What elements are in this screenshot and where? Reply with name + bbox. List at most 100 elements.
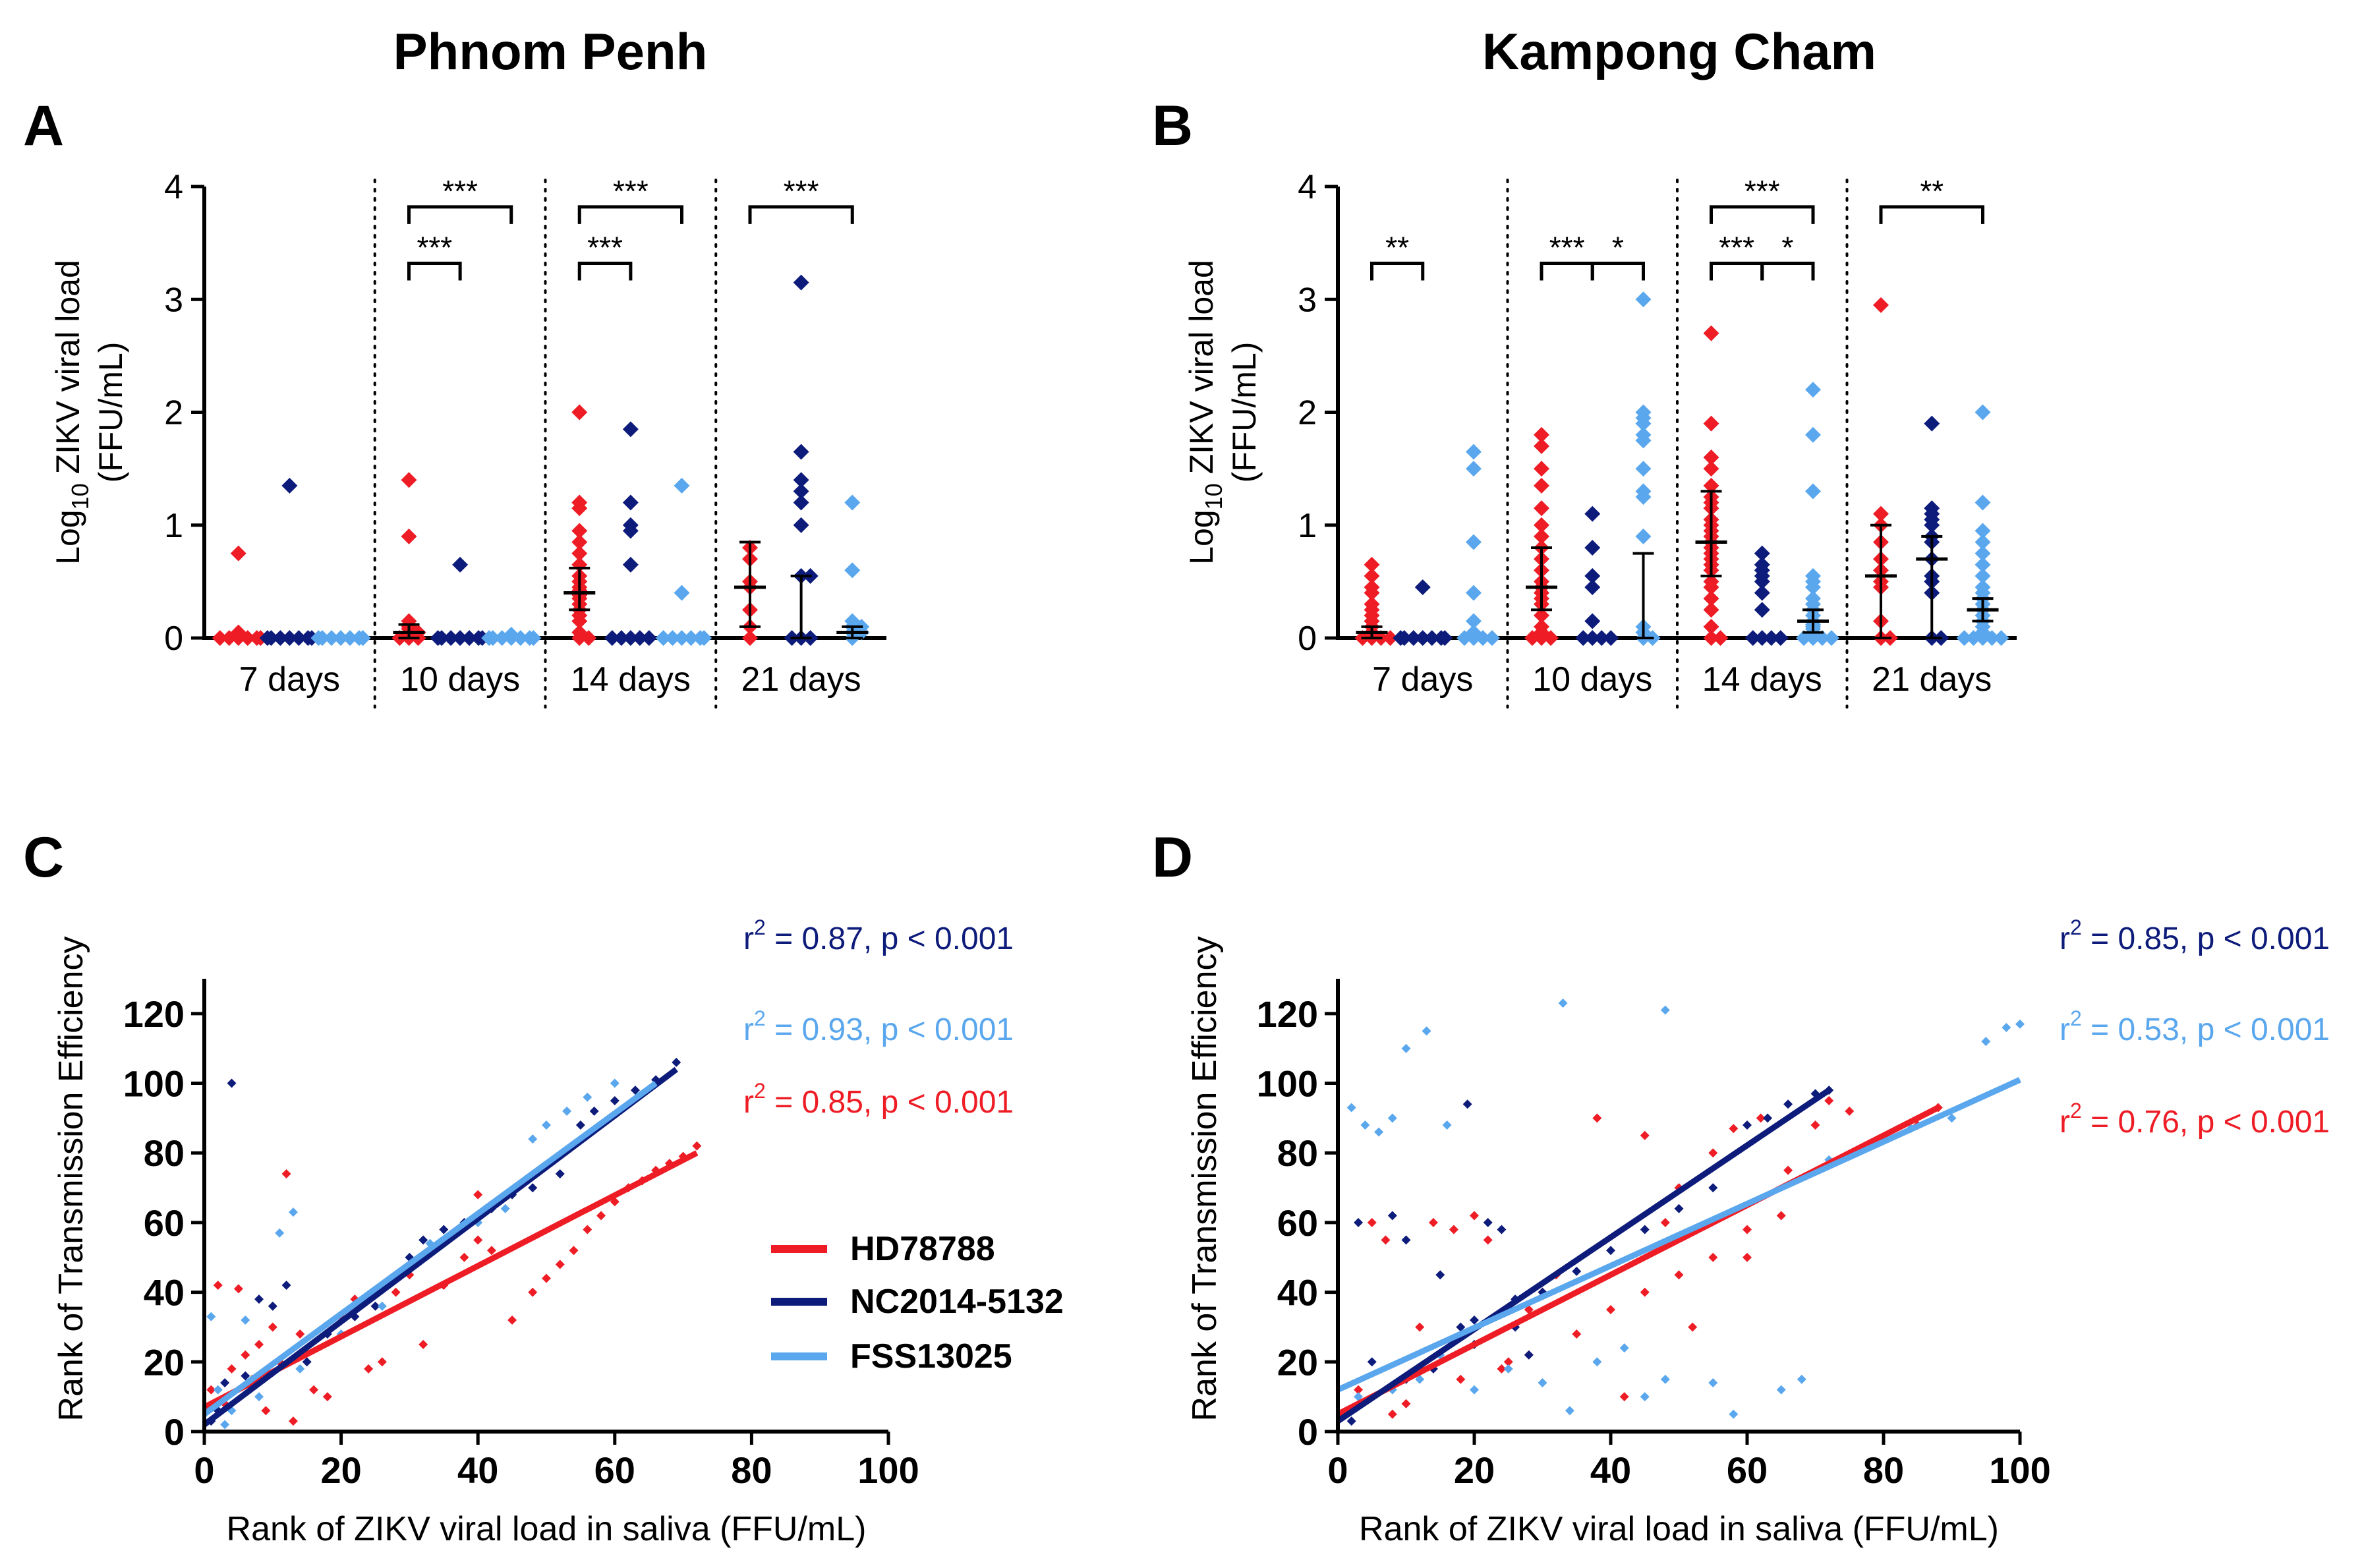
panel-b-point-nc2014-5132	[1584, 613, 1601, 629]
panel-letter-b: B	[1152, 94, 1193, 158]
panel-c-point-hd78788	[227, 1364, 237, 1374]
column-title-kampong-cham: Kampong Cham	[1482, 22, 1876, 80]
panel-a-point-fss13025	[683, 630, 699, 646]
panel-c-r2-rest: = 0.85, p < 0.001	[766, 1085, 1014, 1120]
panel-d-r2-sup: 2	[2070, 915, 2082, 939]
panel-b-significance-bracket	[1710, 205, 1815, 224]
panel-d-point-hd78788	[1415, 1322, 1425, 1332]
panel-a-point-fss13025	[664, 630, 681, 646]
panel-b-point-nc2014-5132	[1414, 579, 1431, 595]
panel-c-point-hd78788	[261, 1406, 271, 1416]
panel-b-y-tick-label: 4	[1298, 168, 1317, 206]
panel-d-point-hd78788	[1503, 1357, 1513, 1367]
panel-a-significance-label: ***	[417, 230, 452, 264]
panel-d-point-hd78788	[1756, 1113, 1766, 1123]
panel-a-point-fss13025	[674, 585, 690, 601]
panel-d-x-tick-label: 20	[1454, 1449, 1495, 1491]
panel-d-point-hd78788	[1449, 1225, 1458, 1234]
panel-a-significance-bracket	[748, 205, 854, 224]
panel-a-group-label: 14 days	[571, 660, 691, 699]
panel-a-point-nc2014-5132	[793, 444, 809, 460]
panel-d-r2-annotation: r2 = 0.85, p < 0.001	[2060, 915, 2330, 956]
panel-c-point-fss13025	[583, 1092, 592, 1102]
panel-c-point-hd78788	[507, 1315, 517, 1325]
panel-a-point-hd78788	[571, 534, 588, 550]
panel-d-x-tick-label: 80	[1863, 1449, 1904, 1491]
panel-a-point-hd78788	[230, 630, 246, 646]
panel-b-group-label: 21 days	[1872, 660, 1992, 699]
panel-c-r2-rest: = 0.87, p < 0.001	[766, 921, 1014, 956]
panel-b-point-fss13025	[1635, 432, 1652, 449]
panel-b-point-fss13025	[1635, 461, 1652, 477]
panel-b-point-hd78788	[1703, 602, 1719, 618]
panel-d-point-hd78788	[1708, 1252, 1718, 1262]
panel-d-point-hd78788	[1743, 1225, 1752, 1234]
panel-d-point-hd78788	[1572, 1329, 1582, 1339]
panel-d-point-hd78788	[1401, 1399, 1411, 1408]
panel-c-point-nc2014-5132	[241, 1371, 250, 1381]
panel-a-dotplot: 0 1 2 3 4 Log10 ZIKV viral load (FFU/mL) 7 days…	[49, 168, 886, 709]
panel-b-point-fss13025	[1824, 630, 1839, 646]
panel-a-point-nc2014-5132	[281, 630, 298, 646]
panel-c-r2-annotation: r2 = 0.85, p < 0.001	[743, 1079, 1014, 1120]
panel-c-x-tick-label: 80	[731, 1449, 772, 1491]
panel-b-point-hd78788	[1703, 591, 1719, 607]
panel-a-point-nc2014-5132	[452, 630, 469, 646]
panel-b-point-hd78788	[1364, 556, 1380, 573]
panel-c-point-hd78788	[281, 1169, 291, 1178]
panel-a-y-tick-label: 3	[164, 281, 183, 319]
panel-d-point-hd78788	[1428, 1217, 1438, 1227]
panel-b-point-fss13025	[1484, 630, 1500, 646]
panel-c-x-tick-label: 0	[194, 1449, 214, 1491]
panel-a-significance-bracket	[577, 205, 683, 224]
panel-b-y-tick-label: 1	[1298, 507, 1317, 545]
panel-b-point-fss13025	[1796, 630, 1812, 646]
panel-a-point-fss13025	[655, 630, 672, 646]
panel-b-point-fss13025	[1466, 585, 1482, 601]
panel-a-y-tick-label: 4	[164, 168, 183, 206]
panel-b-point-fss13025	[1635, 528, 1652, 544]
panel-c-correlation: 0 20 40 60 80 100 120 0 20 40 60 80 100 Rank of ZIKV …	[52, 915, 1014, 1548]
panel-d-r2-sup: 2	[2070, 1099, 2082, 1122]
panel-c-point-fss13025	[275, 1228, 285, 1238]
panel-d-fit-line-nc2014-5132	[1336, 1088, 1831, 1424]
panel-a-point-nc2014-5132	[622, 556, 639, 573]
panel-a-y-tick-label: 2	[164, 394, 183, 432]
panel-d-point-nc2014-5132	[1783, 1099, 1793, 1109]
panel-c-point-hd78788	[473, 1190, 483, 1200]
panel-b-point-hd78788	[1703, 325, 1719, 341]
column-title-phnom-penh: Phnom Penh	[393, 22, 708, 80]
panel-b-point-fss13025	[1975, 404, 1991, 421]
panel-d-r2-sup: 2	[2070, 1006, 2082, 1030]
panel-d-point-hd78788	[1619, 1392, 1629, 1402]
panel-d-point-fss13025	[1708, 1378, 1718, 1388]
panel-b-point-hd78788	[1534, 477, 1549, 494]
panel-d-y-tick-label: 100	[1257, 1063, 1318, 1105]
panel-b-point-nc2014-5132	[1584, 540, 1601, 556]
panel-a-point-fss13025	[310, 630, 327, 646]
panel-b-point-hd78788	[1703, 579, 1719, 595]
panel-d-point-fss13025	[1592, 1357, 1602, 1367]
panel-c-point-nc2014-5132	[630, 1086, 640, 1095]
panel-b-dotplot: 0 1 2 3 4 Log10 ZIKV viral load (FFU/mL) 7 days…	[1183, 168, 2017, 709]
panel-c-y-tick-label: 40	[144, 1272, 185, 1314]
panel-b-significance-bracket	[1760, 261, 1815, 281]
panel-b-point-nc2014-5132	[1393, 630, 1409, 646]
panel-c-r2-rest: = 0.93, p < 0.001	[766, 1012, 1014, 1047]
panel-d-point-nc2014-5132	[1763, 1113, 1773, 1123]
panel-b-point-nc2014-5132	[1754, 602, 1770, 618]
panel-d-point-nc2014-5132	[1640, 1225, 1650, 1234]
panel-a-point-hd78788	[581, 630, 597, 646]
legend: HD78788 NC2014-5132 FSS13025	[771, 1230, 1064, 1376]
panel-c-point-nc2014-5132	[610, 1095, 620, 1105]
panel-b-point-hd78788	[1712, 630, 1729, 646]
panel-a-significance-label: ***	[613, 174, 649, 208]
panel-b-point-hd78788	[1543, 630, 1559, 646]
panel-c-point-hd78788	[254, 1339, 264, 1349]
panel-c-y-tick-label: 120	[123, 993, 185, 1035]
panel-c-point-hd78788	[583, 1225, 592, 1234]
panel-c-point-hd78788	[418, 1339, 428, 1349]
panel-b-point-fss13025	[1984, 630, 2000, 646]
panel-b-point-nc2014-5132	[1584, 506, 1601, 522]
